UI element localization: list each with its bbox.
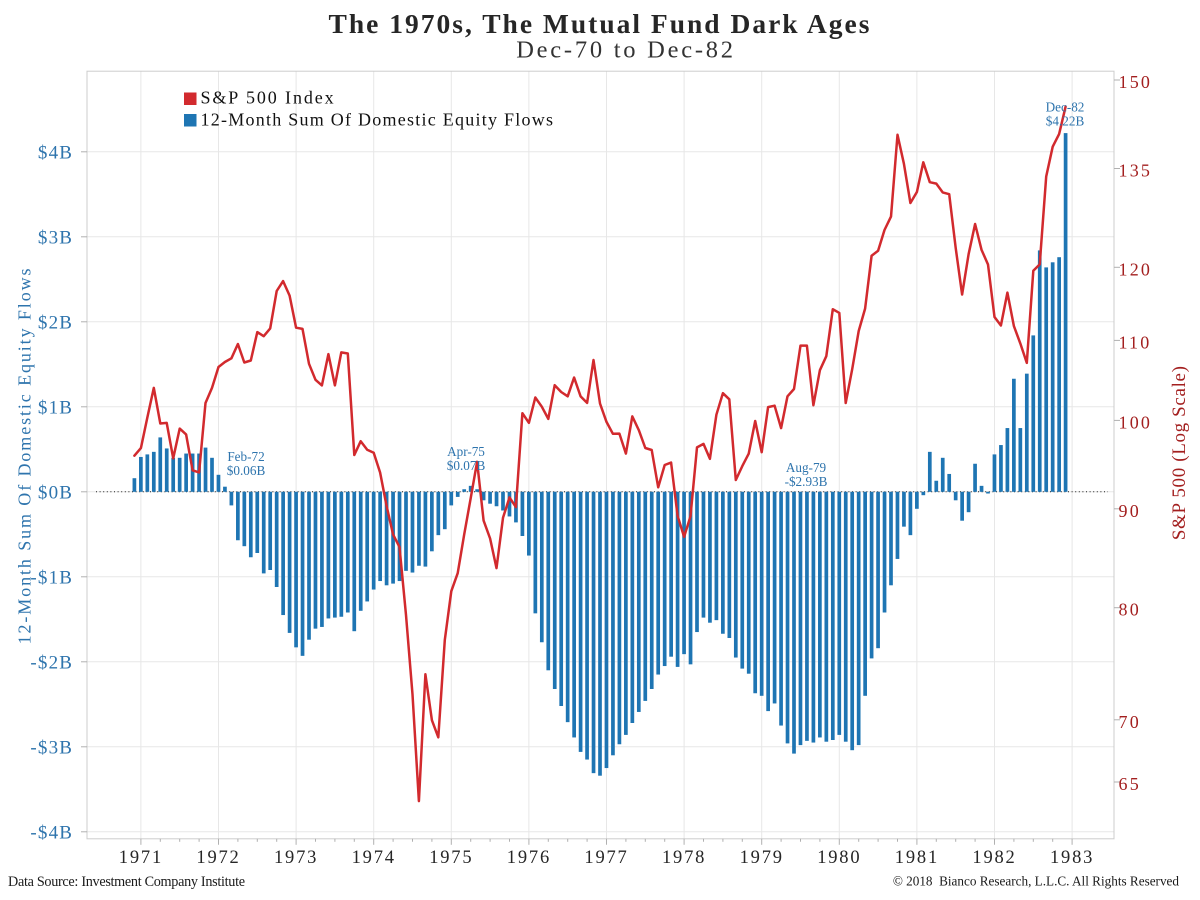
svg-text:-$4B: -$4B [30,822,73,843]
svg-text:The 1970s, The Mutual Fund Dar: The 1970s, The Mutual Fund Dark Ages [329,8,872,39]
svg-text:150: 150 [1119,72,1153,92]
svg-text:$0.06B: $0.06B [227,463,266,478]
svg-text:80: 80 [1119,600,1141,620]
svg-text:$0B: $0B [38,482,73,503]
svg-text:90: 90 [1119,501,1141,521]
svg-text:-$1B: -$1B [30,567,73,588]
svg-text:1978: 1978 [662,848,706,868]
svg-text:Dec-70 to Dec-82: Dec-70 to Dec-82 [516,37,736,64]
svg-text:$0.07B: $0.07B [447,458,486,473]
svg-text:1972: 1972 [196,848,240,868]
svg-text:1977: 1977 [584,848,628,868]
svg-text:1971: 1971 [119,848,163,868]
svg-text:70: 70 [1119,712,1141,732]
svg-text:1981: 1981 [895,848,939,868]
svg-text:-$2.93B: -$2.93B [785,474,828,489]
svg-text:$2B: $2B [38,312,73,333]
svg-text:1979: 1979 [740,848,784,868]
svg-text:$1B: $1B [38,397,73,418]
svg-text:65: 65 [1119,774,1141,794]
svg-text:S&P 500 Index: S&P 500 Index [201,88,336,108]
svg-text:-$3B: -$3B [30,737,73,758]
svg-text:1980: 1980 [817,848,861,868]
svg-text:1983: 1983 [1050,848,1094,868]
svg-text:110: 110 [1119,332,1152,352]
svg-text:Data Source: Investment Compan: Data Source: Investment Company Institut… [8,874,245,890]
svg-text:-$2B: -$2B [30,652,73,673]
svg-text:1982: 1982 [972,848,1016,868]
svg-text:100: 100 [1119,412,1153,432]
svg-text:1974: 1974 [352,848,396,868]
svg-text:1973: 1973 [274,848,318,868]
svg-text:12-Month Sum Of Domestic Equit: 12-Month Sum Of Domestic Equity Flows [201,110,555,130]
svg-text:Apr-75: Apr-75 [447,444,485,459]
svg-text:Feb-72: Feb-72 [227,449,264,464]
svg-text:$4B: $4B [38,142,73,163]
svg-text:© 2018 Bianco Research, L.L.C: © 2018 Bianco Research, L.L.C. All Right… [893,874,1180,889]
svg-text:S&P 500 (Log Scale): S&P 500 (Log Scale) [1169,365,1190,540]
svg-text:1976: 1976 [507,848,551,868]
svg-text:$3B: $3B [38,227,73,248]
svg-text:120: 120 [1119,259,1153,279]
svg-text:135: 135 [1119,161,1153,181]
svg-text:Dec-82: Dec-82 [1046,100,1085,115]
svg-text:Aug-79: Aug-79 [786,460,827,475]
svg-text:1975: 1975 [429,848,473,868]
svg-text:$4.22B: $4.22B [1046,114,1085,129]
svg-text:12-Month Sum Of Domestic Equit: 12-Month Sum Of Domestic Equity Flows [15,267,35,645]
